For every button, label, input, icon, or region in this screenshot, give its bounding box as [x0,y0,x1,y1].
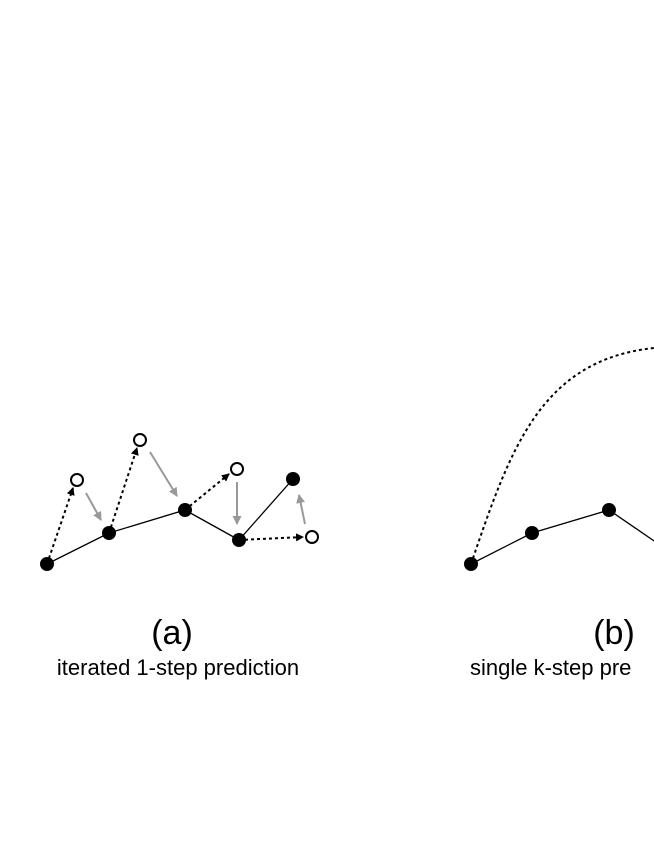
panel-label: (a) [151,614,193,652]
observed-points [464,503,616,571]
prediction-arrow [46,487,75,565]
prediction-arrow [108,447,139,534]
correction-arrow [149,451,178,497]
panel-caption: single k-step pre [470,655,631,680]
panel-b: (b) single k-step pre [464,347,654,680]
prediction-arrow [184,473,230,511]
panel-a: (a) iterated 1-step prediction [40,433,319,680]
correction-arrow [85,492,102,521]
predicted-points [70,433,319,544]
trajectory [46,478,294,565]
panel-label: (b) [593,614,635,652]
observed-points [40,472,300,571]
correction-arrow [296,494,306,525]
panel-caption: iterated 1-step prediction [57,655,299,680]
k-step-prediction [470,347,654,565]
trajectory [470,509,654,565]
prediction-arrow [238,533,304,542]
